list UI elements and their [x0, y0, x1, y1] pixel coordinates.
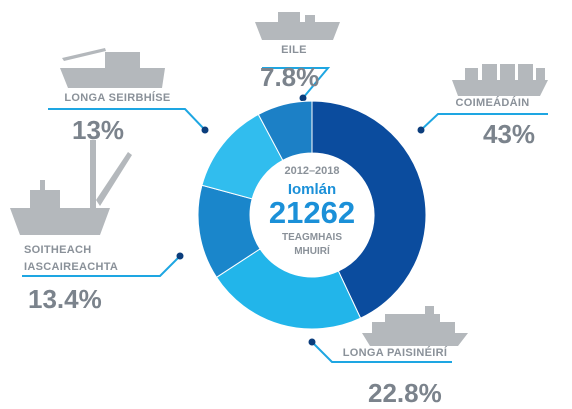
center-label: Iomlán — [287, 181, 337, 198]
category-label: LONGA SEIRBHÍSE — [64, 92, 171, 104]
dot — [176, 252, 184, 260]
center-caption: TEAGMHAIS MHUIRÍ — [282, 232, 342, 257]
ship-icons — [10, 12, 548, 346]
value-label: 22.8% — [368, 378, 442, 408]
icon-service — [60, 48, 165, 88]
center-total: 21262 — [268, 195, 356, 230]
dot — [201, 126, 209, 134]
category-label: EILE — [281, 44, 307, 56]
value-label: 43% — [483, 119, 536, 149]
leader-other — [262, 67, 331, 99]
center-period: 2012–2018 — [284, 165, 340, 177]
category-label: SOITHEACH IASCAIREACHTA — [24, 244, 119, 273]
leader-service — [48, 108, 206, 131]
icon-container — [452, 64, 548, 96]
leader-dots — [176, 94, 425, 346]
leader-lines — [22, 67, 548, 363]
icon-passenger — [362, 306, 468, 346]
dot — [299, 94, 307, 102]
dot — [308, 338, 316, 346]
value-label: 13% — [72, 115, 125, 145]
leader-passenger — [311, 341, 452, 363]
value-label: 13.4% — [28, 284, 102, 314]
donut-slice — [215, 248, 362, 330]
icon-fishing — [10, 140, 132, 235]
donut-slice — [311, 100, 427, 319]
category-label: COIMEÁDÁIN — [455, 97, 530, 109]
icon-other — [255, 12, 340, 40]
leader-fishing — [22, 255, 181, 277]
dot — [417, 126, 425, 134]
value-label: 7.8% — [260, 62, 320, 92]
donut-slice — [257, 100, 313, 161]
category-label: LONGA PAISINÉIRÍ — [342, 347, 448, 359]
leader-container — [420, 113, 548, 131]
